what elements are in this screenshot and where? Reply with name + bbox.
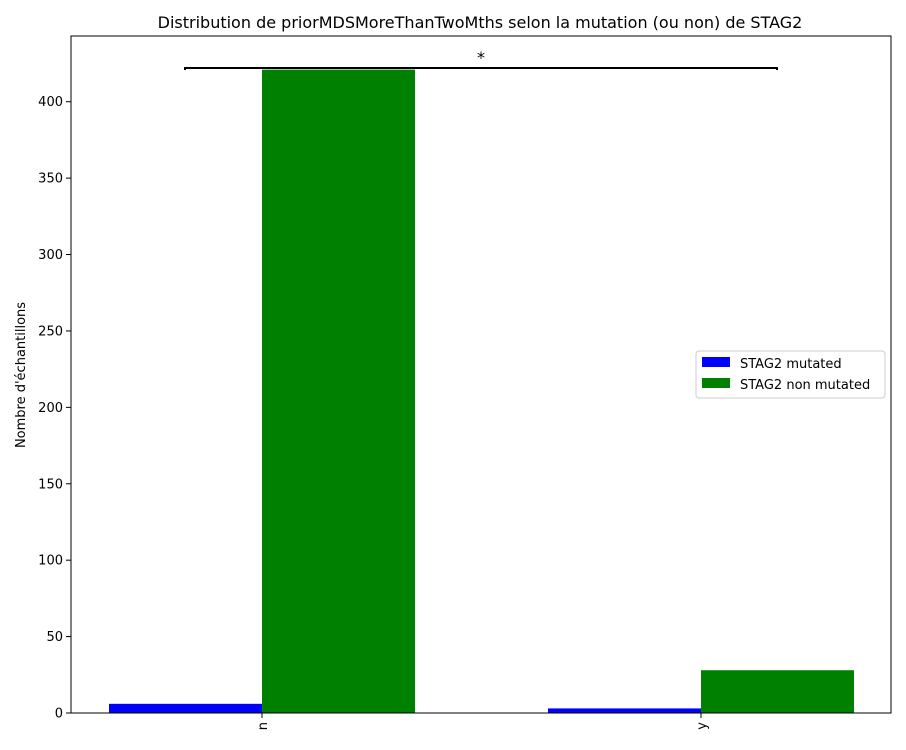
y-tick-label: 250 xyxy=(38,324,63,339)
chart-legend: STAG2 mutated STAG2 non mutated xyxy=(695,350,886,399)
y-tick-label: 400 xyxy=(38,95,63,110)
x-tick-label: y xyxy=(695,722,710,730)
x-tick-label: n xyxy=(256,722,271,730)
y-tick-label: 300 xyxy=(38,248,63,263)
y-tick-label: 0 xyxy=(55,707,63,722)
legend-label-non-mutated: STAG2 non mutated xyxy=(740,378,870,393)
bar-non-mutated-y xyxy=(701,670,854,713)
bar-non-mutated-n xyxy=(262,69,415,713)
y-tick-label: 350 xyxy=(38,172,63,187)
bar-mutated-y xyxy=(548,708,701,713)
legend-label-mutated: STAG2 mutated xyxy=(740,357,842,372)
significance-bracket xyxy=(184,67,778,70)
legend-swatch-non-mutated xyxy=(702,378,730,388)
chart-title: Distribution de priorMDSMoreThanTwoMths … xyxy=(158,13,803,32)
significance-marker: * xyxy=(477,48,485,67)
legend-box xyxy=(695,350,886,399)
bar-mutated-n xyxy=(109,703,262,713)
significance-annotation: * xyxy=(184,48,778,70)
y-tick-label: 100 xyxy=(38,554,63,569)
plot-area-frame xyxy=(70,35,892,714)
bars-layer xyxy=(109,69,854,713)
y-axis-ticks: 0 50 100 150 200 250 300 350 400 xyxy=(38,95,71,722)
y-tick-label: 150 xyxy=(38,477,63,492)
y-axis-label: Nombre d'échantillons xyxy=(14,302,29,448)
y-tick-label: 200 xyxy=(38,401,63,416)
legend-swatch-mutated xyxy=(702,357,730,367)
y-tick-label: 50 xyxy=(46,630,63,645)
